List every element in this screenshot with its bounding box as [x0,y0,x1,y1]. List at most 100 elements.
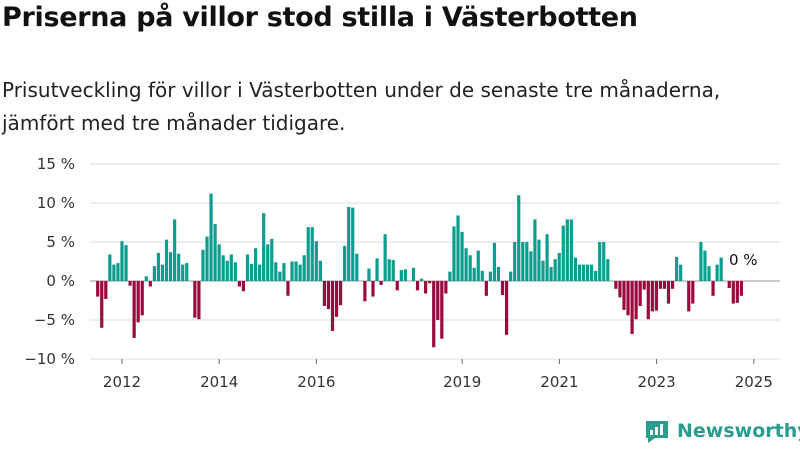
bar [217,244,221,281]
bar [428,281,432,284]
bar [715,264,719,281]
bar [594,270,598,281]
bar [529,251,533,281]
bar [642,281,646,290]
bar [286,281,290,296]
bar [144,276,148,281]
bar [185,263,189,281]
bar [480,270,484,281]
bar [670,281,675,289]
bar [181,264,185,281]
y-tick-label: 0 % [46,272,75,290]
bar [116,263,120,281]
y-tick-label: −10 % [24,350,75,368]
brand-name: Newsworthy [677,420,800,442]
bar [249,263,254,281]
bar [383,234,387,281]
bar [375,258,379,281]
bar [565,219,569,281]
bar [573,257,578,281]
bar [229,254,233,281]
bar [638,281,642,306]
bar [460,231,464,281]
bar [606,259,610,281]
bar [727,281,731,289]
bar [699,242,703,281]
bar [654,281,658,311]
bar [440,281,444,339]
x-tick-label: 2019 [443,373,481,391]
bar [533,219,537,281]
bar [569,219,573,281]
bar [278,271,282,281]
bar [343,245,347,281]
bar [152,266,156,281]
bar [731,281,735,304]
bar [322,281,327,306]
bar [363,281,367,302]
bar [136,281,140,323]
y-tick-label: 10 % [37,194,75,212]
bar [464,248,468,281]
data-bars [96,193,743,348]
bar [488,271,492,281]
bar [132,281,136,338]
bar [622,281,626,310]
bar [403,269,407,281]
bar [456,215,460,281]
bar [205,236,209,281]
bar [221,255,225,281]
x-tick-label: 2021 [540,373,578,391]
x-tick-label: 2014 [200,373,238,391]
bar [233,262,237,281]
bar [266,244,270,281]
chart-title: Priserna på villor stod stilla i Västerb… [2,2,638,33]
bar [112,264,116,281]
bar [306,227,310,281]
bar [581,264,586,281]
bar [282,263,286,281]
bar [557,252,561,281]
chart-subtitle: Prisutveckling för villor i Västerbotten… [2,78,721,135]
bar [626,281,630,316]
bar [658,281,663,289]
bar [237,281,241,287]
bar [371,281,375,297]
bar [241,281,246,292]
bar [128,281,132,286]
bar [630,281,634,335]
bar [395,281,399,291]
bar [209,193,213,281]
newsworthy-brand[interactable]: Newsworthy [644,418,800,444]
bar [525,242,529,281]
bar [148,281,152,287]
bar [367,268,371,281]
bar [602,242,606,281]
bar [330,281,335,331]
bar [561,225,565,281]
bar [521,242,525,281]
bar [476,250,480,281]
bar [415,281,420,291]
bar [496,266,501,281]
bar [666,281,671,304]
bar [258,264,262,281]
bar [290,261,294,281]
bar [274,262,278,281]
bar [590,264,594,281]
bar [298,264,302,281]
bar [541,260,545,281]
bar [379,281,383,285]
bar [444,281,448,294]
bar [253,248,258,281]
bar [193,281,197,318]
bar [484,281,488,296]
newsworthy-logo-icon [646,421,668,443]
bar [245,254,250,281]
bar [545,234,549,281]
bar [687,281,691,312]
bar [387,259,391,281]
bar [173,219,177,281]
bar [500,281,505,296]
